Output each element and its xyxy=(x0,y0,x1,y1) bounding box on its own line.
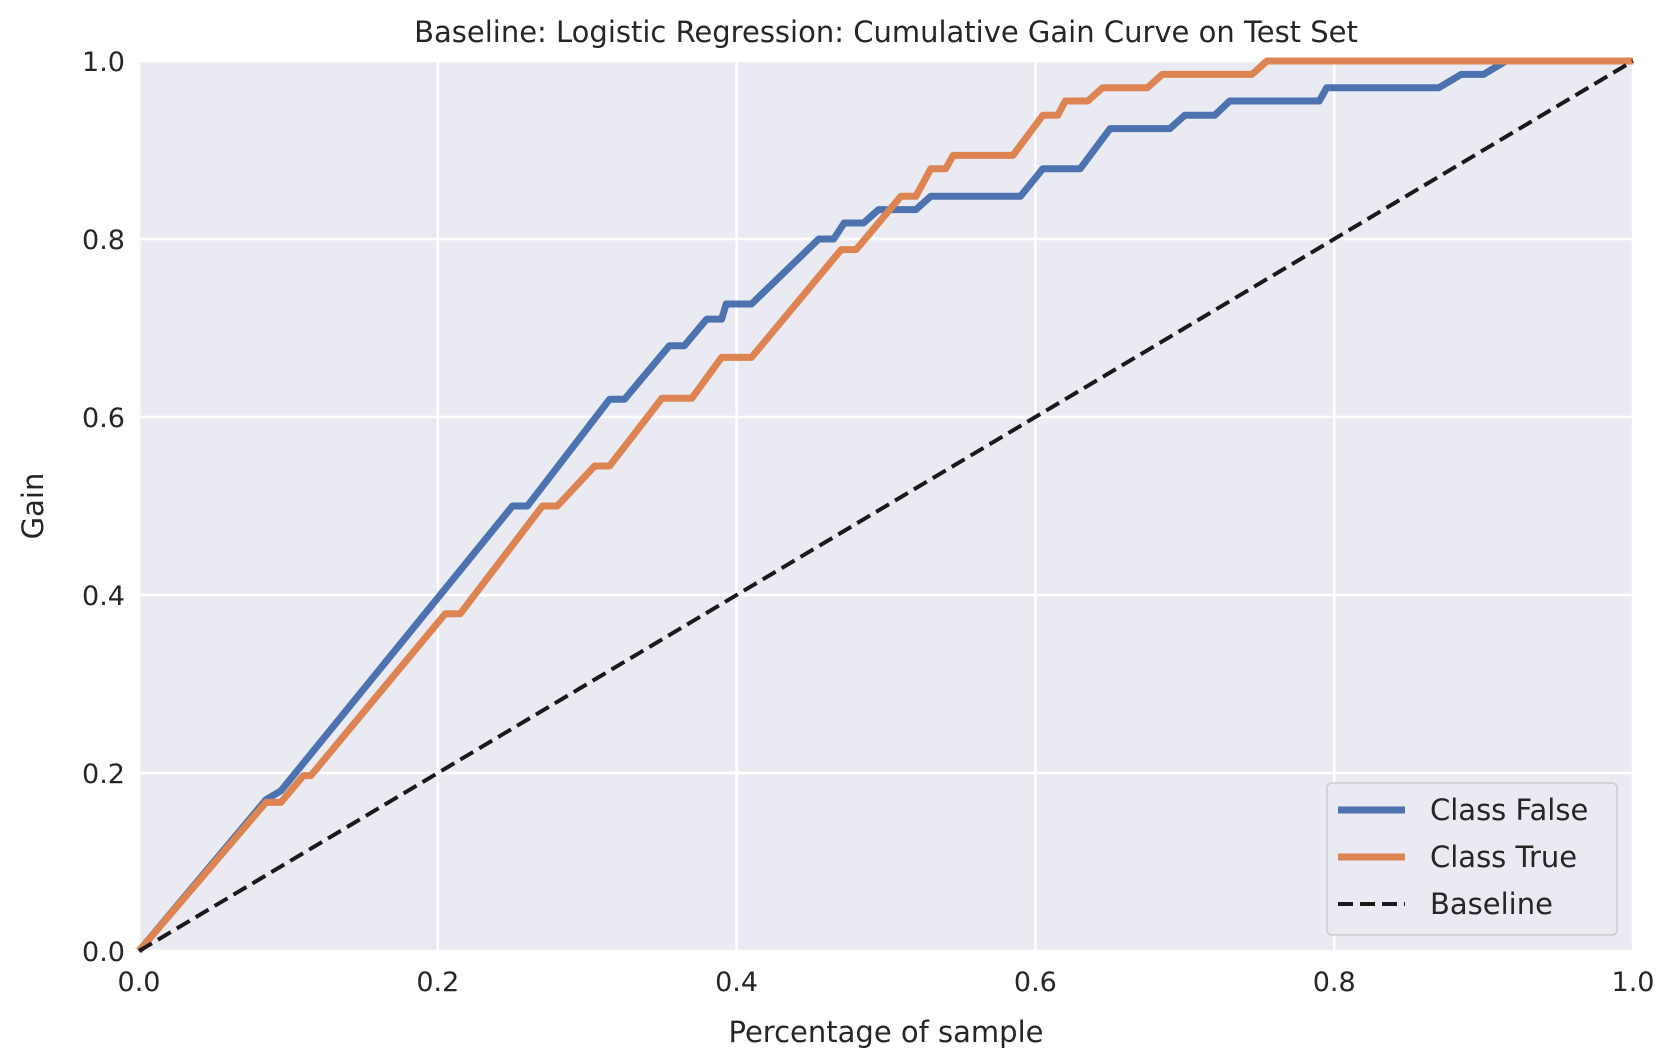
legend-label: Class False xyxy=(1430,793,1588,827)
x-tick-labels: 0.0 0.2 0.4 0.6 0.8 1.0 xyxy=(118,967,1655,998)
y-tick-label: 1.0 xyxy=(82,47,125,78)
x-tick-label: 0.0 xyxy=(118,967,161,998)
x-tick-label: 1.0 xyxy=(1612,967,1655,998)
y-tick-labels: 0.0 0.2 0.4 0.6 0.8 1.0 xyxy=(82,47,125,968)
y-tick-label: 0.0 xyxy=(82,937,125,968)
x-tick-label: 0.8 xyxy=(1313,967,1356,998)
y-tick-label: 0.8 xyxy=(82,225,125,256)
series-lines xyxy=(136,57,1635,954)
legend-label: Class True xyxy=(1430,840,1577,874)
legend-box xyxy=(1326,782,1618,936)
series-line-class-false xyxy=(136,57,1633,954)
x-tick-label: 0.4 xyxy=(715,967,758,998)
legend-label: Baseline xyxy=(1430,887,1553,921)
y-tick-label: 0.2 xyxy=(82,759,125,790)
y-tick-label: 0.6 xyxy=(82,403,125,434)
chart-title: Baseline: Logistic Regression: Cumulativ… xyxy=(414,15,1358,49)
y-tick-label: 0.4 xyxy=(82,581,125,612)
legend: Class False Class True Baseline xyxy=(1326,782,1618,936)
series-line-class-true xyxy=(136,57,1633,954)
series-line-baseline xyxy=(137,59,1635,953)
x-tick-label: 0.6 xyxy=(1014,967,1057,998)
grid-lines xyxy=(137,59,1635,953)
x-tick-label: 0.2 xyxy=(416,967,459,998)
y-axis-label: Gain xyxy=(16,473,50,540)
x-axis-label: Percentage of sample xyxy=(729,1015,1044,1049)
